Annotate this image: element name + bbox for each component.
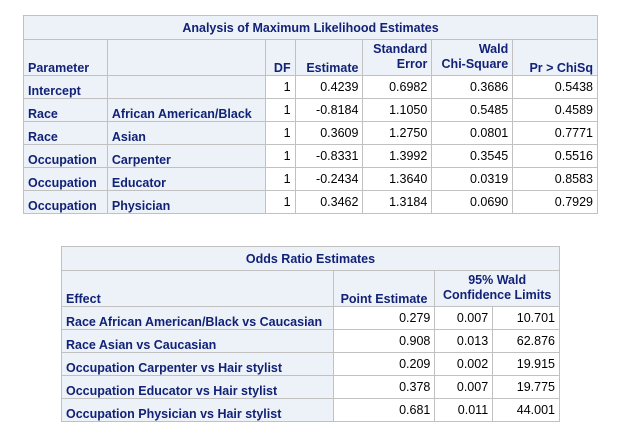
col-header-wald: Wald Chi-Square: [431, 39, 514, 76]
col-header-point-estimate: Point Estimate: [332, 270, 436, 307]
cell-p: 0.8583: [512, 167, 598, 191]
cell-wald: 0.3686: [431, 75, 514, 99]
col-header-confidence-limits: 95% Wald Confidence Limits: [434, 270, 560, 307]
row-level: Physician: [106, 190, 266, 214]
mle-table: Analysis of Maximum Likelihood Estimates…: [23, 15, 598, 214]
cell-stderr: 1.1050: [362, 98, 433, 122]
col-header-df: DF: [264, 39, 296, 76]
cell-estimate: -0.8331: [294, 144, 364, 168]
row-param: Race: [23, 121, 108, 145]
row-effect: Occupation Physician vs Hair stylist: [61, 398, 334, 422]
table-row: Occupation Carpenter 1 -0.8331 1.3992 0.…: [23, 144, 598, 168]
cell-estimate: -0.8184: [294, 98, 364, 122]
cell-lower-limit: 0.007: [434, 375, 494, 399]
cell-df: 1: [264, 167, 296, 191]
col-header-p: Pr > ChiSq: [512, 39, 598, 76]
cell-stderr: 1.3640: [362, 167, 433, 191]
col-header-stderr: Standard Error: [362, 39, 433, 76]
col-header-estimate: Estimate: [294, 39, 364, 76]
cell-wald: 0.3545: [431, 144, 514, 168]
row-param: Occupation: [23, 190, 108, 214]
cell-estimate: 0.3462: [294, 190, 364, 214]
cell-p: 0.7929: [512, 190, 598, 214]
col-header-ci-line1: 95% Wald: [468, 273, 527, 287]
odds-ratio-table-title: Odds Ratio Estimates: [61, 246, 560, 271]
cell-df: 1: [264, 121, 296, 145]
cell-stderr: 1.3184: [362, 190, 433, 214]
row-effect: Occupation Educator vs Hair stylist: [61, 375, 334, 399]
cell-wald: 0.0801: [431, 121, 514, 145]
table-row: Intercept 1 0.4239 0.6982 0.3686 0.5438: [23, 75, 598, 99]
cell-upper-limit: 62.876: [492, 329, 560, 353]
cell-estimate: 0.4239: [294, 75, 364, 99]
cell-df: 1: [264, 98, 296, 122]
col-header-ci-line2: Confidence Limits: [443, 288, 552, 302]
cell-p: 0.5516: [512, 144, 598, 168]
col-header-stderr-line1: Standard: [373, 42, 428, 56]
col-header-effect: Effect: [61, 270, 334, 307]
cell-upper-limit: 10.701: [492, 306, 560, 330]
odds-ratio-table: Odds Ratio Estimates Effect Point Estima…: [61, 246, 560, 422]
cell-lower-limit: 0.002: [434, 352, 494, 376]
cell-stderr: 0.6982: [362, 75, 433, 99]
cell-p: 0.7771: [512, 121, 598, 145]
table-row: Occupation Carpenter vs Hair stylist 0.2…: [61, 352, 560, 376]
cell-stderr: 1.3992: [362, 144, 433, 168]
cell-lower-limit: 0.011: [434, 398, 494, 422]
cell-wald: 0.5485: [431, 98, 514, 122]
row-effect: Race Asian vs Caucasian: [61, 329, 334, 353]
cell-p: 0.4589: [512, 98, 598, 122]
cell-wald: 0.0319: [431, 167, 514, 191]
table-row: Race Asian 1 0.3609 1.2750 0.0801 0.7771: [23, 121, 598, 145]
cell-point-estimate: 0.378: [332, 375, 436, 399]
cell-p: 0.5438: [512, 75, 598, 99]
col-header-stderr-line2: Error: [396, 57, 428, 71]
row-param: Intercept: [23, 75, 108, 99]
col-header-level: [106, 39, 266, 76]
col-header-wald-line1: Wald: [478, 42, 509, 56]
cell-upper-limit: 19.775: [492, 375, 560, 399]
row-level: Carpenter: [106, 144, 266, 168]
table-row: Race African American/Black vs Caucasian…: [61, 306, 560, 330]
cell-wald: 0.0690: [431, 190, 514, 214]
col-header-parameter: Parameter: [23, 39, 108, 76]
cell-lower-limit: 0.013: [434, 329, 494, 353]
cell-estimate: -0.2434: [294, 167, 364, 191]
cell-stderr: 1.2750: [362, 121, 433, 145]
table-row: Occupation Educator vs Hair stylist 0.37…: [61, 375, 560, 399]
row-effect: Occupation Carpenter vs Hair stylist: [61, 352, 334, 376]
table-row: Occupation Educator 1 -0.2434 1.3640 0.0…: [23, 167, 598, 191]
row-effect: Race African American/Black vs Caucasian: [61, 306, 334, 330]
cell-point-estimate: 0.209: [332, 352, 436, 376]
cell-df: 1: [264, 190, 296, 214]
col-header-wald-line2: Chi-Square: [441, 57, 509, 71]
row-level: [106, 75, 266, 99]
cell-upper-limit: 19.915: [492, 352, 560, 376]
table-row: Occupation Physician vs Hair stylist 0.6…: [61, 398, 560, 422]
cell-df: 1: [264, 144, 296, 168]
row-level: Asian: [106, 121, 266, 145]
row-level: Educator: [106, 167, 266, 191]
row-param: Occupation: [23, 167, 108, 191]
cell-lower-limit: 0.007: [434, 306, 494, 330]
table-row: Race Asian vs Caucasian 0.908 0.013 62.8…: [61, 329, 560, 353]
cell-point-estimate: 0.908: [332, 329, 436, 353]
row-level: African American/Black: [106, 98, 266, 122]
cell-df: 1: [264, 75, 296, 99]
table-row: Race African American/Black 1 -0.8184 1.…: [23, 98, 598, 122]
row-param: Occupation: [23, 144, 108, 168]
cell-point-estimate: 0.279: [332, 306, 436, 330]
cell-estimate: 0.3609: [294, 121, 364, 145]
row-param: Race: [23, 98, 108, 122]
cell-point-estimate: 0.681: [332, 398, 436, 422]
table-row: Occupation Physician 1 0.3462 1.3184 0.0…: [23, 190, 598, 214]
mle-table-title: Analysis of Maximum Likelihood Estimates: [23, 15, 598, 40]
cell-upper-limit: 44.001: [492, 398, 560, 422]
